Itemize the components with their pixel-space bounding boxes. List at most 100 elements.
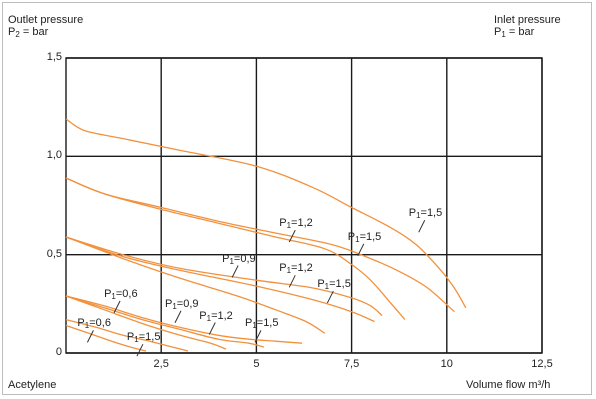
- x-tick-label: 5: [253, 358, 260, 370]
- annotation-subscript: 1: [286, 266, 292, 276]
- annotation-leader: [208, 322, 216, 335]
- series-line: [65, 236, 375, 323]
- annotation-label: P1=1,2: [279, 262, 313, 275]
- annotation-value: =1,2: [291, 262, 313, 275]
- series-title-line1: Inlet pressure: [494, 14, 561, 26]
- annotation-value: =0,9: [176, 297, 199, 310]
- annotation-label: P1=0,6: [104, 288, 138, 301]
- series-title-symbol: P: [494, 26, 502, 38]
- y-title-unit: = bar: [19, 26, 49, 38]
- annotation-leader: [174, 310, 182, 323]
- annotation-symbol: P: [199, 309, 207, 322]
- annotation-label: P1=1,2: [199, 310, 233, 323]
- annotation-label: P1=0,9: [222, 253, 256, 266]
- x-tick-label: 2,5: [153, 358, 169, 370]
- y-tick-label: 0,5: [46, 247, 62, 260]
- annotation-symbol: P: [317, 278, 325, 291]
- annotation-label: P1=1,5: [348, 231, 382, 244]
- chart-frame: [2, 2, 592, 395]
- annotation-subscript: 1: [252, 321, 257, 331]
- y-tick-label: 1,0: [46, 149, 62, 162]
- annotation-symbol: P: [165, 297, 173, 310]
- series-line: [65, 177, 455, 313]
- series-line: [65, 177, 406, 321]
- series-title-subscript: 1: [501, 30, 506, 39]
- annotation-label: P1=0,6: [77, 317, 111, 330]
- series-line: [65, 295, 265, 348]
- annotation-value: =1,5: [359, 230, 382, 243]
- annotation-leader: [113, 300, 121, 314]
- annotation-leader: [288, 229, 296, 243]
- annotation-subscript: 1: [324, 282, 330, 292]
- annotation-leader: [231, 265, 239, 278]
- annotation-leader: [86, 330, 94, 343]
- annotation-leader: [418, 220, 426, 233]
- annotation-value: =1,2: [291, 217, 313, 230]
- annotation-label: P1=1,5: [245, 317, 279, 330]
- annotation-symbol: P: [222, 252, 230, 265]
- series-line: [65, 236, 326, 334]
- curve-group: [65, 118, 467, 352]
- annotation-label: P1=1,2: [279, 217, 313, 230]
- annotation-symbol: P: [126, 331, 135, 344]
- annotation-value: =1,5: [256, 317, 279, 330]
- y-tick-label: 1,5: [46, 51, 62, 63]
- annotation-value: =0,6: [115, 287, 138, 300]
- series-title: Inlet pressure P1 = bar: [494, 14, 561, 39]
- series-title-unit: = bar: [505, 26, 535, 38]
- annotation-subscript: 1: [84, 321, 90, 331]
- annotation-value: =1,2: [211, 309, 233, 322]
- annotation-symbol: P: [347, 230, 356, 243]
- annotation-value: =0,9: [233, 252, 256, 265]
- annotation-subscript: 1: [134, 335, 139, 345]
- series-title-line2: P1 = bar: [494, 26, 561, 39]
- annotation-leader: [288, 275, 296, 288]
- annotation-symbol: P: [408, 207, 417, 220]
- series-line: [65, 295, 227, 350]
- annotation-subscript: 1: [172, 301, 177, 311]
- annotation-symbol: P: [244, 317, 253, 330]
- plot-border: [65, 57, 543, 354]
- series-line: [65, 236, 383, 317]
- x-axis-label: Volume flow m³/h: [466, 379, 551, 391]
- y-tick-label: 0: [55, 346, 62, 358]
- series-line: [65, 295, 303, 344]
- annotation-label: P1=0,9: [165, 298, 199, 311]
- annotation-leader: [136, 343, 144, 357]
- x-tick-label: 7,5: [343, 358, 360, 370]
- annotation-leader: [326, 290, 334, 304]
- annotation-leaders: [86, 220, 426, 357]
- y-axis-title-line2: P2 = bar: [8, 26, 83, 39]
- annotation-symbol: P: [279, 217, 287, 230]
- series-line: [65, 324, 147, 352]
- grid-lines: [65, 57, 543, 354]
- annotation-symbol: P: [77, 317, 85, 330]
- annotation-subscript: 1: [416, 211, 421, 221]
- annotation-subscript: 1: [111, 291, 116, 301]
- gas-label: Acetylene: [8, 379, 57, 391]
- y-axis-title: Outlet pressure P2 = bar: [8, 14, 83, 39]
- annotation-value: =1,5: [420, 207, 443, 220]
- y-title-subscript: 2: [15, 30, 20, 39]
- annotation-subscript: 1: [229, 256, 234, 266]
- annotation-value: =1,5: [138, 331, 161, 344]
- annotation-symbol: P: [279, 262, 287, 275]
- annotation-label: P1=1,5: [127, 331, 161, 344]
- annotation-label: P1=1,5: [409, 207, 443, 220]
- annotation-symbol: P: [104, 287, 112, 300]
- y-title-symbol: P: [8, 26, 16, 38]
- annotation-subscript: 1: [286, 221, 292, 231]
- annotation-value: =0,6: [89, 317, 111, 330]
- annotation-subscript: 1: [206, 313, 212, 323]
- annotation-value: =1,5: [329, 278, 351, 291]
- series-line: [65, 318, 189, 352]
- annotation-leader: [357, 243, 365, 257]
- annotation-subscript: 1: [355, 234, 360, 244]
- x-tick-label: 10: [440, 358, 453, 370]
- x-tick-label: 12,5: [531, 358, 553, 370]
- annotation-label: P1=1,5: [317, 278, 351, 291]
- y-axis-title-line1: Outlet pressure: [8, 14, 84, 26]
- series-line: [65, 118, 467, 309]
- annotation-leader: [254, 330, 262, 343]
